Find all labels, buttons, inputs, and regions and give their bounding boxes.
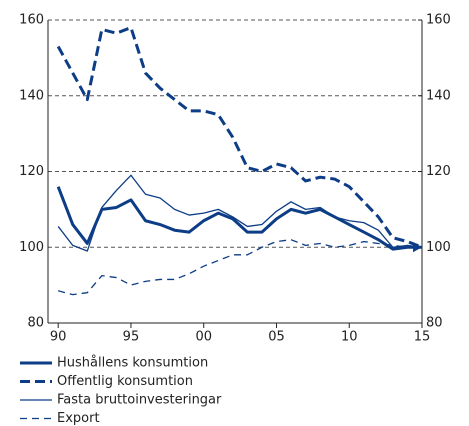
series-line [58,239,422,296]
y2-tick-label: 120 [426,164,451,179]
x-tick-label: 95 [123,330,140,345]
end-arrow [413,242,422,253]
legend-label: Offentlig konsumtion [57,374,193,389]
y2-tick-label: 160 [426,13,451,28]
series-line [56,26,423,249]
y2-tick-label: 100 [426,240,451,255]
x-tick-label: 10 [341,330,358,345]
y2-tick-label: 80 [426,316,443,331]
x-tick-label: 15 [414,330,431,345]
legend-label: Fasta bruttoinvesteringar [57,393,222,408]
y-tick-label: 100 [19,240,44,255]
x-tick-label: 00 [195,330,212,345]
legend-label: Hushållens konsumtion [57,356,208,371]
y-tick-label: 160 [19,13,44,28]
y-tick-label: 80 [27,316,44,331]
series-line [57,174,423,252]
y-tick-label: 140 [19,88,44,103]
legend-label: Export [57,411,100,426]
series-line [56,186,422,251]
y-tick-label: 120 [19,164,44,179]
x-tick-label: 90 [50,330,67,345]
y2-tick-label: 140 [426,88,451,103]
x-tick-label: 05 [268,330,285,345]
